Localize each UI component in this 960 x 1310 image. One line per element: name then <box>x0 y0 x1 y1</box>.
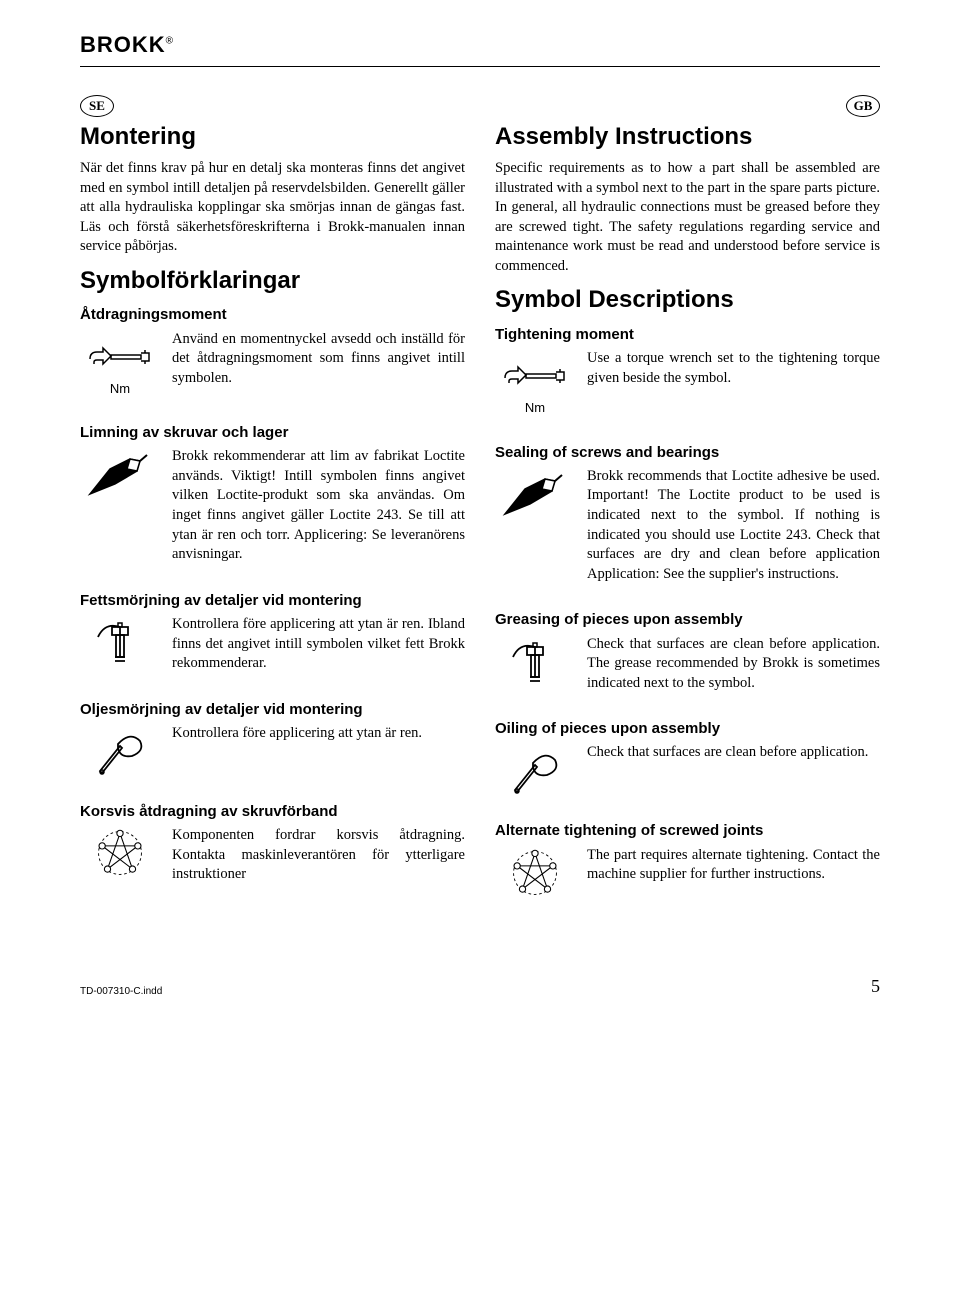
gb-heading-grease: Greasing of pieces upon assembly <box>495 610 880 630</box>
symbol-block: Brokk recommends that Loctite adhesive b… <box>495 467 880 584</box>
lang-badge-gb: GB <box>846 95 880 117</box>
gb-text-grease: Check that surfaces are clean before app… <box>587 635 880 694</box>
gb-section-torque: Tightening moment Nm Use a torque wrench… <box>495 325 880 417</box>
se-heading-glue: Limning av skruvar och lager <box>80 423 465 443</box>
lang-badge-se: SE <box>80 95 114 117</box>
oil-can-icon <box>80 724 160 776</box>
torque-wrench-icon: Nm <box>495 349 575 417</box>
se-title-symbol: Symbolförklaringar <box>80 265 465 297</box>
page-footer: TD-007310-C.indd 5 <box>80 974 880 998</box>
gb-text-star: The part requires alternate tightening. … <box>587 846 880 898</box>
gb-text-glue: Brokk recommends that Loctite adhesive b… <box>587 467 880 584</box>
symbol-block: Kontrollera före applicering att ytan är… <box>80 615 465 674</box>
left-column-se: Montering När det finns krav på hur en d… <box>80 121 465 924</box>
nm-label: Nm <box>525 399 545 417</box>
se-text-oil: Kontrollera före applicering att ytan är… <box>172 724 465 776</box>
gb-section-star: Alternate tightening of screwed joints T… <box>495 821 880 897</box>
symbol-block: Check that surfaces are clean before app… <box>495 743 880 795</box>
logo-text: BROKK <box>80 32 166 57</box>
doc-id: TD-007310-C.indd <box>80 985 162 999</box>
symbol-block: The part requires alternate tightening. … <box>495 846 880 898</box>
torque-wrench-icon: Nm <box>80 330 160 398</box>
se-text-grease: Kontrollera före applicering att ytan är… <box>172 615 465 674</box>
se-section-torque: Åtdragningsmoment Nm Använd en momentnyc… <box>80 305 465 397</box>
gb-heading-glue: Sealing of screws and bearings <box>495 443 880 463</box>
right-column-gb: Assembly Instructions Specific requireme… <box>495 121 880 924</box>
page-header: BROKK® <box>80 30 880 67</box>
page-number: 5 <box>871 974 880 998</box>
symbol-block: Brokk rekommenderar att lim av fabrikat … <box>80 447 465 564</box>
gb-heading-star: Alternate tightening of screwed joints <box>495 821 880 841</box>
gb-text-torque: Use a torque wrench set to the tightenin… <box>587 349 880 417</box>
se-section-grease: Fettsmörjning av detaljer vid montering … <box>80 591 465 674</box>
symbol-block: Nm Använd en momentnyckel avsedd och ins… <box>80 330 465 398</box>
oil-can-icon <box>495 743 575 795</box>
logo-reg: ® <box>166 36 174 47</box>
gb-section-glue: Sealing of screws and bearings Brokk rec… <box>495 443 880 585</box>
se-text-glue: Brokk rekommenderar att lim av fabrikat … <box>172 447 465 564</box>
se-heading-star: Korsvis åtdragning av skruvförband <box>80 802 465 822</box>
se-section-oil: Oljesmörjning av detaljer vid montering … <box>80 700 465 776</box>
grease-gun-icon <box>80 615 160 674</box>
gb-heading-torque: Tightening moment <box>495 325 880 345</box>
content-columns: Montering När det finns krav på hur en d… <box>80 121 880 924</box>
se-section-star: Korsvis åtdragning av skruvförband Kompo… <box>80 802 465 885</box>
se-title-montering: Montering <box>80 121 465 153</box>
star-pattern-icon <box>495 846 575 898</box>
se-heading-grease: Fettsmörjning av detaljer vid montering <box>80 591 465 611</box>
gb-section-grease: Greasing of pieces upon assembly Check t… <box>495 610 880 693</box>
gb-text-oil: Check that surfaces are clean before app… <box>587 743 880 795</box>
language-row: SE GB <box>80 95 880 117</box>
se-heading-oil: Oljesmörjning av detaljer vid montering <box>80 700 465 720</box>
se-para-montering: När det finns krav på hur en detalj ska … <box>80 159 465 257</box>
se-text-torque: Använd en momentnyckel avsedd och instäl… <box>172 330 465 398</box>
symbol-block: Komponenten fordrar korsvis åtdragning. … <box>80 826 465 885</box>
gb-section-oil: Oiling of pieces upon assembly Check tha… <box>495 719 880 795</box>
symbol-block: Check that surfaces are clean before app… <box>495 635 880 694</box>
se-section-glue: Limning av skruvar och lager Brokk rekom… <box>80 423 465 565</box>
symbol-block: Kontrollera före applicering att ytan är… <box>80 724 465 776</box>
header-rule <box>80 66 880 67</box>
grease-gun-icon <box>495 635 575 694</box>
glue-icon <box>80 447 160 564</box>
brokk-logo: BROKK® <box>80 30 174 60</box>
glue-icon <box>495 467 575 584</box>
se-text-star: Komponenten fordrar korsvis åtdragning. … <box>172 826 465 885</box>
star-pattern-icon <box>80 826 160 885</box>
nm-label: Nm <box>110 380 130 398</box>
gb-para-assembly: Specific requirements as to how a part s… <box>495 159 880 276</box>
gb-title-symbol: Symbol Descriptions <box>495 284 880 316</box>
symbol-block: Nm Use a torque wrench set to the tighte… <box>495 349 880 417</box>
gb-heading-oil: Oiling of pieces upon assembly <box>495 719 880 739</box>
se-heading-torque: Åtdragningsmoment <box>80 305 465 325</box>
gb-title-assembly: Assembly Instructions <box>495 121 880 153</box>
